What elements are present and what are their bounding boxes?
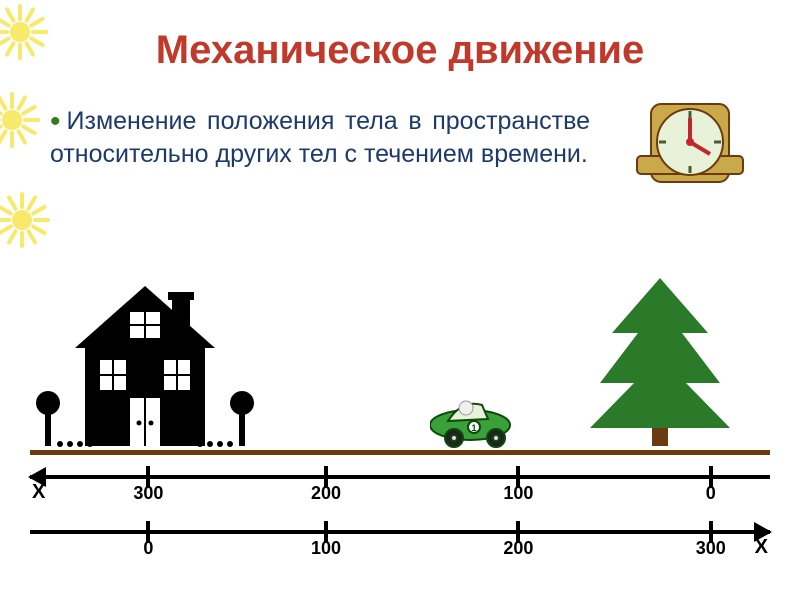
car-icon: 1 xyxy=(430,393,525,453)
house-icon xyxy=(30,268,260,453)
axis-lower: X 0 100 200 300 xyxy=(30,510,770,560)
axis-upper: Х 300 200 100 0 xyxy=(30,455,770,505)
axis-tick-label: 300 xyxy=(133,483,163,504)
axis-line xyxy=(30,530,770,534)
axis-tick-label: 0 xyxy=(706,483,716,504)
axis-x-label: X xyxy=(755,536,768,559)
axis-tick-label: 100 xyxy=(311,538,341,559)
axis-x-label: Х xyxy=(32,481,45,504)
axis-tick-label: 200 xyxy=(311,483,341,504)
sun-decoration-icon xyxy=(0,2,50,62)
sun-decoration-icon xyxy=(0,190,52,250)
axis-line xyxy=(30,475,770,479)
svg-text:1: 1 xyxy=(471,423,476,433)
definition-text: •Изменение положения тела в пространстве… xyxy=(50,105,590,168)
axis-tick-label: 300 xyxy=(696,538,726,559)
page-title: Механическое движение xyxy=(0,0,800,73)
bullet-dot: • xyxy=(50,105,61,138)
axis-tick-label: 0 xyxy=(143,538,153,559)
clock-icon xyxy=(635,86,745,201)
definition-body: Изменение положения тела в пространстве … xyxy=(50,107,590,168)
tree-icon xyxy=(590,278,730,453)
axis-tick-label: 100 xyxy=(503,483,533,504)
sun-decoration-icon xyxy=(0,90,42,150)
axis-tick-label: 200 xyxy=(503,538,533,559)
